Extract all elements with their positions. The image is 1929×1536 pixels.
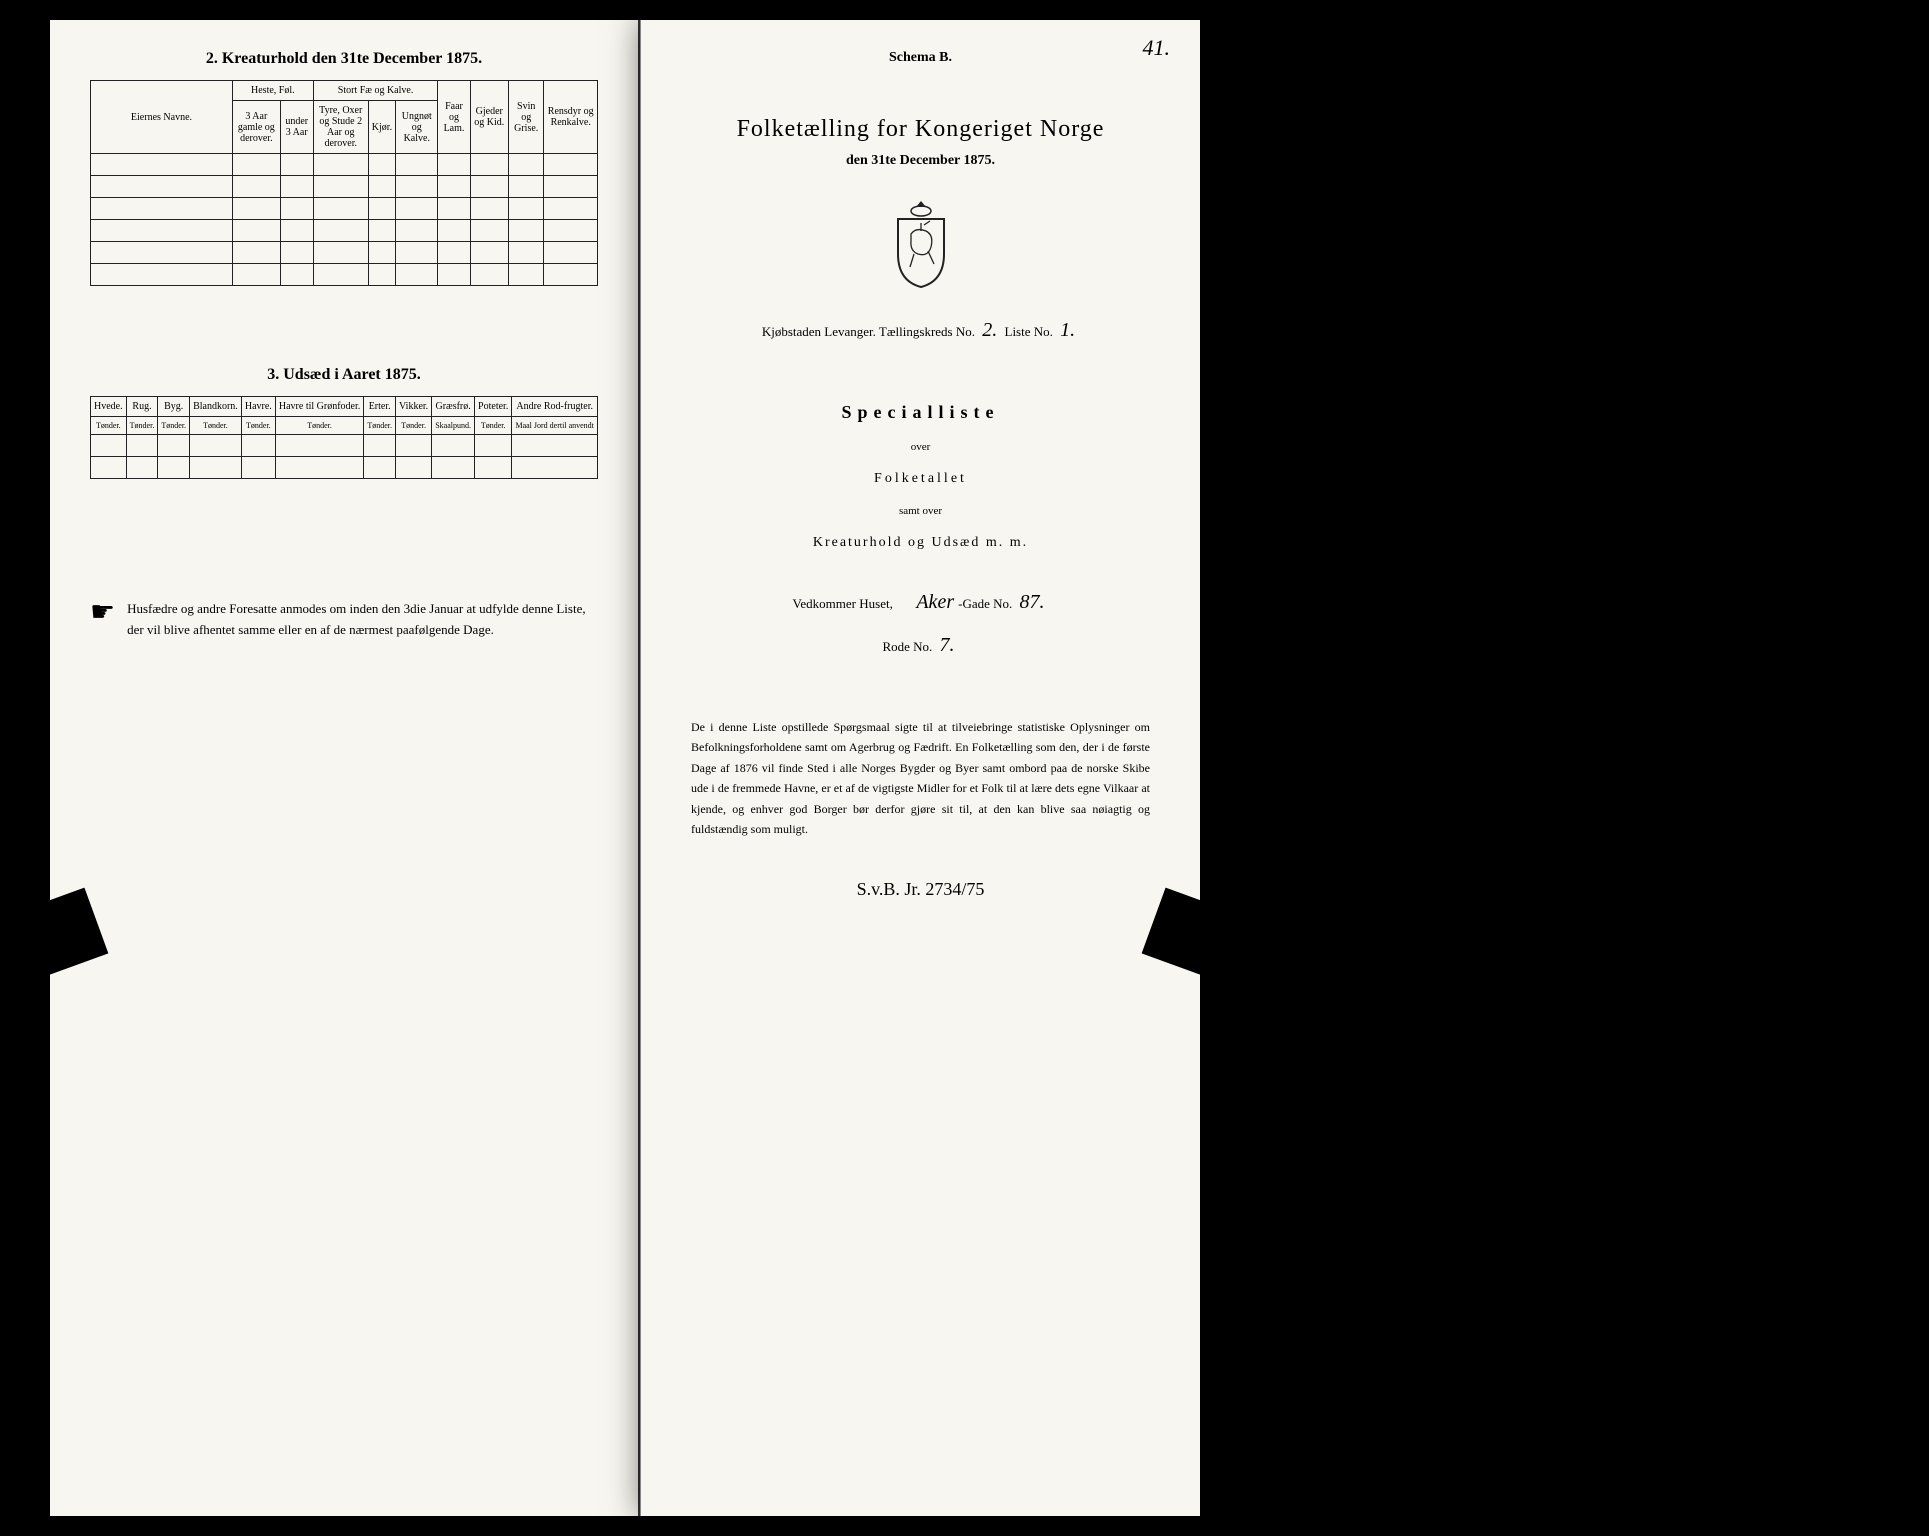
t3-unit: Tønder.	[396, 417, 432, 435]
table-row	[91, 457, 598, 479]
t3-header: Andre Rod-frugter.	[512, 397, 598, 417]
section-3-title: 3. Udsæd i Aaret 1875.	[90, 366, 598, 384]
t3-unit: Tønder.	[190, 417, 242, 435]
over-1: over	[681, 441, 1160, 453]
t3-unit: Tønder.	[364, 417, 396, 435]
liste-value: 1.	[1056, 319, 1079, 341]
coat-of-arms-icon	[886, 199, 956, 289]
pointing-hand-icon: ☛	[90, 599, 115, 627]
right-page: 41. Schema B. Folketælling for Kongerige…	[640, 20, 1200, 1516]
folketallet: Folketallet	[681, 471, 1160, 487]
fill-mid: Liste No.	[1005, 324, 1053, 339]
vedkommer-line: Vedkommer Huset, Aker-Gade No. 87.	[681, 591, 1160, 614]
sowing-table: Hvede.Rug.Byg.Blandkorn.Havre.Havre til …	[90, 396, 598, 479]
rode-label: Rode No.	[882, 639, 932, 654]
t3-header: Blandkorn.	[190, 397, 242, 417]
kreds-value: 2.	[978, 319, 1001, 341]
table-row	[91, 176, 598, 198]
table-row	[91, 198, 598, 220]
t3-header: Havre.	[241, 397, 275, 417]
schema-label: Schema B.	[681, 50, 1160, 66]
col-reindeer: Rensdyr og Renkalve.	[544, 81, 598, 154]
table-row	[91, 154, 598, 176]
rode-line: Rode No. 7.	[681, 634, 1160, 657]
t3-header: Vikker.	[396, 397, 432, 417]
left-page: 2. Kreaturhold den 31te December 1875. E…	[50, 20, 640, 1516]
t3-header: Hvede.	[91, 397, 127, 417]
t3-unit: Tønder.	[126, 417, 158, 435]
col-pigs: Svin og Grise.	[508, 81, 543, 154]
district-line: Kjøbstaden Levanger. Tællingskreds No. 2…	[681, 319, 1160, 342]
col-goats: Gjeder og Kid.	[470, 81, 508, 154]
col-cattle: Stort Fæ og Kalve.	[313, 81, 438, 101]
t3-header: Byg.	[158, 397, 190, 417]
livestock-table: Eiernes Navne. Heste, Føl. Stort Fæ og K…	[90, 80, 598, 286]
vedkommer-label: Vedkommer Huset,	[792, 596, 892, 611]
sub-h5: Ungnøt og Kalve.	[396, 101, 438, 154]
t3-unit: Tønder.	[241, 417, 275, 435]
footer-note: ☛ Husfædre og andre Foresatte anmodes om…	[90, 599, 598, 641]
rode-no: 7.	[936, 634, 959, 656]
col-owner: Eiernes Navne.	[91, 81, 233, 154]
t3-header: Erter.	[364, 397, 396, 417]
kreatur-line: Kreaturhold og Udsæd m. m.	[681, 535, 1160, 551]
table-row	[91, 220, 598, 242]
col-sheep: Faar og Lam.	[438, 81, 470, 154]
fill-prefix: Kjøbstaden Levanger. Tællingskreds No.	[762, 324, 975, 339]
gade-name: Aker	[912, 591, 958, 613]
t3-header: Poteter.	[475, 397, 512, 417]
table-row	[91, 264, 598, 286]
t3-unit: Tønder.	[158, 417, 190, 435]
sub-h2: under 3 Aar	[280, 101, 313, 154]
bottom-paragraph: De i denne Liste opstillede Spørgsmaal s…	[691, 717, 1150, 839]
t3-unit: Tønder.	[475, 417, 512, 435]
t3-header: Havre til Grønfoder.	[275, 397, 364, 417]
binder-clip-left	[0, 888, 108, 995]
t3-unit: Skaalpund.	[432, 417, 475, 435]
t3-unit: Tønder.	[275, 417, 364, 435]
table-row	[91, 435, 598, 457]
table-row	[91, 242, 598, 264]
sub-h1: 3 Aar gamle og derover.	[232, 101, 280, 154]
specialliste-title: Specialliste	[681, 402, 1160, 423]
gade-suffix: -Gade No.	[958, 596, 1012, 611]
binder-clip-right	[1142, 888, 1279, 995]
t3-unit: Tønder.	[91, 417, 127, 435]
sub-h3: Tyre, Oxer og Stude 2 Aar og derover.	[313, 101, 368, 154]
t3-header: Rug.	[126, 397, 158, 417]
t3-header: Græsfrø.	[432, 397, 475, 417]
subtitle: den 31te December 1875.	[681, 153, 1160, 169]
sub-h4: Kjør.	[368, 101, 395, 154]
page-number: 41.	[1143, 35, 1171, 61]
section-2-title: 2. Kreaturhold den 31te December 1875.	[90, 50, 598, 68]
t3-unit: Maal Jord dertil anvendt	[512, 417, 598, 435]
main-title: Folketælling for Kongeriget Norge	[681, 116, 1160, 143]
gade-no: 87.	[1016, 591, 1049, 613]
over-2: samt over	[681, 505, 1160, 517]
col-horses: Heste, Føl.	[232, 81, 313, 101]
signature: S.v.B. Jr. 2734/75	[681, 879, 1160, 900]
footer-text: Husfædre og andre Foresatte anmodes om i…	[127, 599, 598, 641]
